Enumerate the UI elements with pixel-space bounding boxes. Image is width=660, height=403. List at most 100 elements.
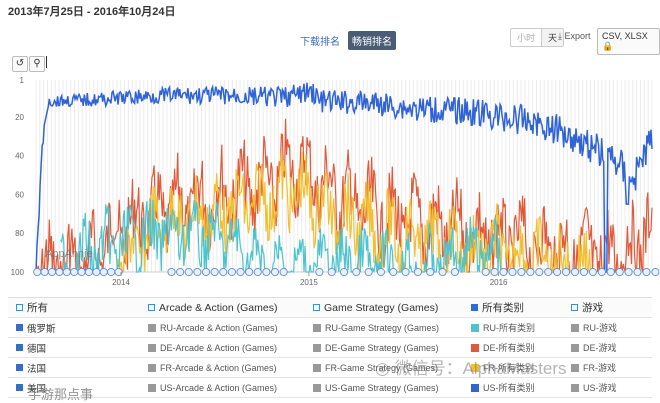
x-tick-label: 2016 (490, 278, 508, 287)
legend-series-toggle[interactable]: FR-Game Strategy (Games) (313, 363, 471, 373)
rank-chart[interactable]: 1 20 40 60 80 100 2014 2015 2016 (0, 70, 660, 295)
series-line-ru (60, 198, 505, 274)
legend-series-toggle[interactable]: RU-所有类别 (471, 321, 571, 334)
legend-strategy-toggle[interactable]: Game Strategy (Games) (313, 302, 471, 314)
legend-series-toggle[interactable]: US-Arcade & Action (Games) (148, 383, 313, 393)
event-marker-icon (438, 267, 447, 277)
series-swatch (471, 383, 479, 392)
event-marker-icon (279, 267, 288, 277)
legend-country-toggle[interactable]: 德国 (8, 341, 148, 355)
legend-row: 俄罗斯 RU-Arcade & Action (Games) RU-Game Str… (8, 318, 652, 338)
series-legend: 所有 Arcade & Action (Games) Game Strategy… (8, 297, 652, 398)
legend-series-toggle[interactable]: US-游戏 (571, 381, 651, 394)
legend-series-toggle[interactable]: DE-所有类别 (471, 341, 571, 354)
event-marker-icon (401, 267, 410, 277)
event-marker-icon (193, 267, 202, 277)
checkbox-icon (313, 304, 320, 311)
checked-checkbox-icon (16, 324, 23, 331)
event-marker-icon (107, 267, 116, 277)
download-rank-tab[interactable]: 下载排名 (300, 37, 340, 48)
y-tick-label: 80 (15, 229, 24, 238)
y-tick-label: 60 (15, 190, 24, 199)
event-marker-icon (47, 267, 57, 277)
y-tick-label: 100 (11, 268, 25, 277)
event-marker-icon (219, 267, 228, 277)
grossing-rank-tab[interactable]: 畅销排名 (348, 31, 396, 50)
event-marker-icon (245, 267, 254, 277)
rank-type-toggle: 下载排名 畅销排名 (296, 31, 396, 50)
legend-series-toggle[interactable]: RU-Game Strategy (Games) (313, 323, 471, 333)
legend-series-toggle[interactable]: DE-游戏 (571, 341, 651, 354)
series-swatch (148, 323, 156, 332)
date-range-title: 2013年7月25日 - 2016年10月24日 (8, 6, 176, 18)
legend-arcade-toggle[interactable]: Arcade & Action (Games) (148, 302, 313, 314)
event-marker-icon (315, 267, 324, 277)
event-marker-icon (535, 267, 544, 277)
legend-series-toggle[interactable]: DE-Game Strategy (Games) (313, 343, 471, 353)
legend-allcats-toggle[interactable]: 所有类别 (471, 300, 571, 315)
y-axis: 1 20 40 60 80 100 (11, 76, 25, 277)
legend-series-toggle[interactable]: RU-Arcade & Action (Games) (148, 323, 313, 333)
event-marker-icon (210, 267, 219, 277)
download-icon: ⤓ (558, 31, 562, 41)
event-marker-icon (517, 267, 526, 277)
checked-checkbox-icon (16, 364, 23, 371)
legend-series-toggle[interactable]: FR-Arcade & Action (Games) (148, 363, 313, 373)
checked-checkbox-icon (16, 384, 23, 391)
series-swatch (313, 383, 321, 392)
series-swatch (571, 343, 579, 352)
y-tick-label: 20 (15, 113, 24, 122)
legend-series-toggle[interactable]: US-Game Strategy (Games) (313, 383, 471, 393)
event-marker-icon (270, 267, 280, 277)
period-day-option[interactable]: 天 (541, 29, 564, 46)
event-marker-icon (615, 267, 624, 277)
event-marker-icon (227, 267, 236, 277)
event-marker-icon (262, 267, 271, 277)
series-line-de (36, 118, 653, 273)
event-marker-icon (633, 267, 642, 277)
series-swatch (471, 343, 479, 352)
event-marker-icon (597, 267, 606, 277)
legend-country-toggle[interactable]: 俄罗斯 (8, 321, 148, 335)
event-marker-icon (450, 267, 459, 277)
event-marker-icon (376, 267, 386, 277)
legend-series-toggle[interactable]: FR-游戏 (571, 361, 651, 374)
legend-games-toggle[interactable]: 游戏 (571, 300, 651, 315)
event-marker-icon (339, 267, 349, 277)
event-marker-icon (77, 267, 86, 277)
event-marker-icon (553, 267, 562, 277)
zoom-icon: ⚲ (33, 58, 41, 69)
legend-row: 德国 DE-Arcade & Action (Games) DE-Game Stra… (8, 338, 652, 358)
period-hour-option[interactable]: 小时 (517, 33, 536, 43)
legend-series-toggle[interactable]: FR-所有类别 (471, 361, 571, 374)
event-marker-icon (642, 267, 651, 277)
y-tick-label: 1 (20, 76, 25, 85)
event-marker-icon (413, 267, 422, 277)
lock-icon: 🔒 (602, 41, 614, 51)
legend-country-toggle[interactable]: 法国 (8, 361, 148, 375)
event-marker-icon (389, 267, 398, 277)
x-axis: 2014 2015 2016 (112, 272, 508, 287)
x-tick-label: 2015 (300, 278, 318, 287)
legend-series-toggle[interactable]: US-所有类别 (471, 381, 571, 394)
checkbox-icon (148, 304, 155, 311)
csv-xlsx-button[interactable]: CSV, XLSX 🔒 (597, 28, 660, 55)
export-button[interactable]: ⤓ Export (558, 31, 591, 41)
event-marker-icon (508, 267, 517, 277)
reset-zoom-button[interactable]: ↺ (12, 56, 28, 72)
legend-all-toggle[interactable]: 所有 (8, 300, 148, 315)
event-marker-icon (544, 267, 553, 277)
series-swatch (148, 363, 156, 372)
event-marker-icon (526, 267, 535, 277)
legend-series-toggle[interactable]: DE-Arcade & Action (Games) (148, 343, 313, 353)
event-marker-icon (55, 267, 64, 277)
event-marker-icon (426, 267, 435, 277)
event-marker-icon (33, 267, 42, 277)
series-swatch (471, 363, 479, 372)
series-swatch (471, 323, 479, 332)
zoom-button[interactable]: ⚲ (29, 56, 45, 72)
event-marker-icon (167, 267, 176, 277)
legend-country-toggle[interactable]: 美国 (8, 381, 148, 395)
y-tick-label: 40 (15, 152, 24, 161)
legend-series-toggle[interactable]: RU-游戏 (571, 321, 651, 334)
